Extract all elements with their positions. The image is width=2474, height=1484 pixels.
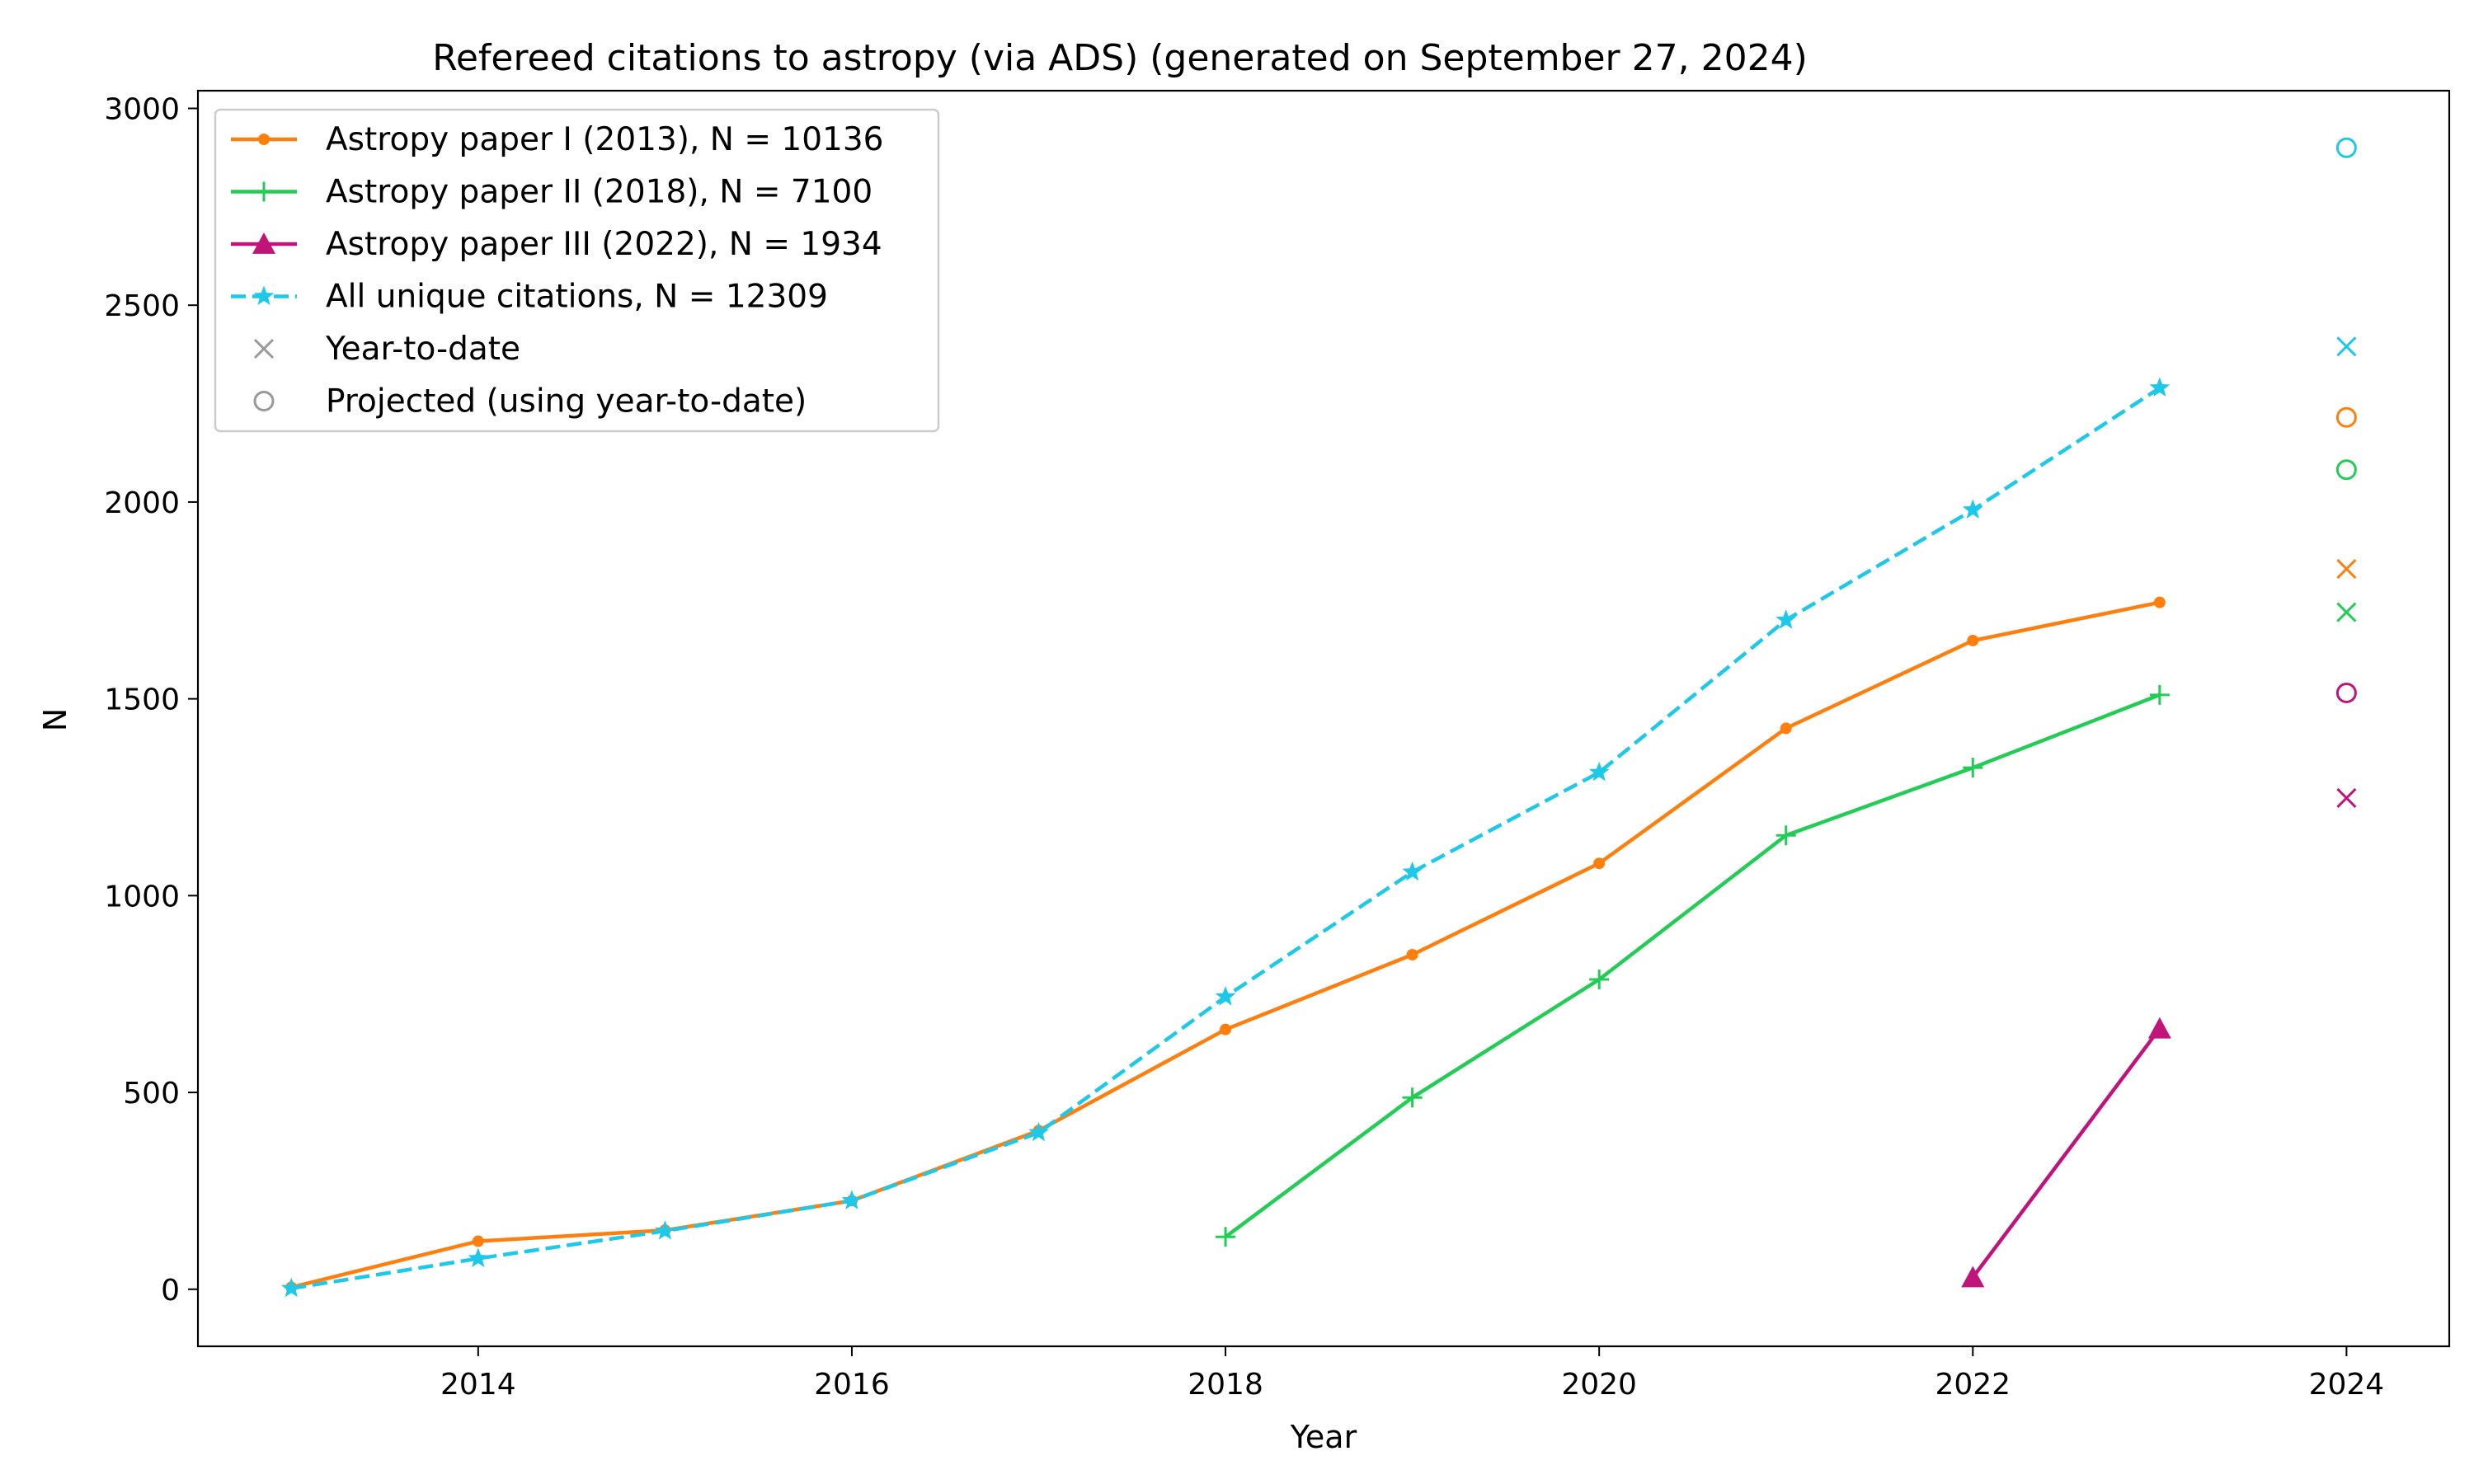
legend-entry: Astropy paper II (2018), N = 7100 [231, 174, 872, 211]
series-group [280, 377, 2171, 1298]
projected-point [2335, 459, 2357, 481]
data-point [1406, 948, 1418, 960]
data-point [1216, 1227, 1236, 1247]
projected-point [2335, 406, 2357, 428]
series-4 [280, 377, 2171, 1298]
projected-point [2335, 137, 2357, 158]
x-tick-label: 2016 [814, 1368, 890, 1402]
data-point [1961, 1266, 1985, 1288]
projected-point [2335, 682, 2357, 703]
x-axis: 2014 2016 2018 2020 2022 2024 [440, 1346, 2384, 1402]
x-tick-label: 2018 [1188, 1368, 1263, 1402]
data-point [2153, 596, 2166, 608]
legend-marker [253, 285, 275, 305]
data-point [1215, 986, 1236, 1006]
y-tick-label: 3000 [104, 92, 180, 126]
legend-label: Astropy paper II (2018), N = 7100 [326, 174, 872, 211]
year-to-date-point [2336, 602, 2357, 622]
legend-marker [252, 232, 275, 254]
x-tick-label: 2024 [2309, 1368, 2385, 1402]
year-to-date-point [2336, 336, 2357, 357]
year-to-date-point [2336, 559, 2357, 580]
y-axis-label: N [37, 708, 73, 731]
y-axis: 0 500 1000 1500 2000 2500 3000 [104, 92, 198, 1308]
series-line [290, 600, 2161, 1289]
y-tick-label: 0 [161, 1274, 180, 1308]
legend-entry: Projected (using year-to-date) [253, 383, 807, 420]
legend-entry: Astropy paper I (2013), N = 10136 [231, 121, 883, 158]
data-point [1588, 761, 1610, 782]
legend-label: Astropy paper I (2013), N = 10136 [326, 121, 883, 158]
data-point [1967, 634, 1979, 646]
data-point [1776, 609, 1797, 629]
data-point [2149, 684, 2170, 705]
legend-marker [253, 391, 275, 411]
data-point [655, 1220, 675, 1240]
data-point [841, 1190, 863, 1209]
y-tick-label: 2500 [104, 289, 180, 323]
legend-label: Projected (using year-to-date) [326, 383, 807, 420]
x-axis-label: Year [1290, 1419, 1357, 1455]
data-point [472, 1235, 484, 1247]
data-point [1028, 1121, 1049, 1142]
data-point [1780, 722, 1792, 735]
data-point [1402, 1087, 1423, 1108]
series-line [1224, 693, 2161, 1239]
legend: Astropy paper I (2013), N = 10136 Astropy… [214, 108, 940, 433]
series-line [290, 386, 2161, 1291]
data-point [468, 1247, 489, 1268]
data-point [1402, 861, 1423, 881]
data-point [2149, 377, 2171, 397]
data-point [1593, 857, 1606, 870]
legend-marker [254, 181, 274, 202]
x-tick-label: 2014 [440, 1368, 516, 1402]
series-2 [1216, 684, 2170, 1247]
data-point [1220, 1023, 1232, 1036]
y-tick-label: 500 [123, 1077, 180, 1111]
series-1 [285, 596, 2166, 1294]
y-tick-label: 1500 [104, 683, 180, 717]
legend-label: Year-to-date [325, 331, 520, 368]
data-point [1589, 970, 1610, 990]
legend-entry: Year-to-date [253, 331, 520, 368]
series-3 [1961, 1017, 2171, 1288]
y-tick-label: 2000 [104, 486, 180, 520]
legend-label: Astropy paper III (2022), N = 1934 [326, 226, 882, 263]
chart-title: Refereed citations to astropy (via ADS) … [432, 37, 1807, 79]
legend-marker [258, 134, 270, 145]
x-tick-label: 2020 [1561, 1368, 1637, 1402]
data-point [2147, 1017, 2171, 1039]
y-tick-label: 1000 [104, 880, 180, 913]
data-point [1963, 758, 1983, 778]
x-tick-label: 2022 [1935, 1368, 2011, 1402]
data-point [280, 1277, 302, 1298]
legend-marker [253, 338, 275, 359]
series-line [1971, 1027, 2161, 1279]
legend-label: All unique citations, N = 12309 [326, 279, 828, 316]
legend-entry: Astropy paper III (2022), N = 1934 [231, 226, 882, 263]
legend-entry: All unique citations, N = 12309 [231, 279, 828, 316]
data-point [1962, 499, 1983, 519]
plot-area [196, 89, 2451, 1348]
year-to-date-and-projected-markers [2335, 137, 2357, 809]
data-point [1776, 825, 1796, 846]
year-to-date-point [2336, 787, 2357, 809]
legend-frame [214, 108, 940, 433]
